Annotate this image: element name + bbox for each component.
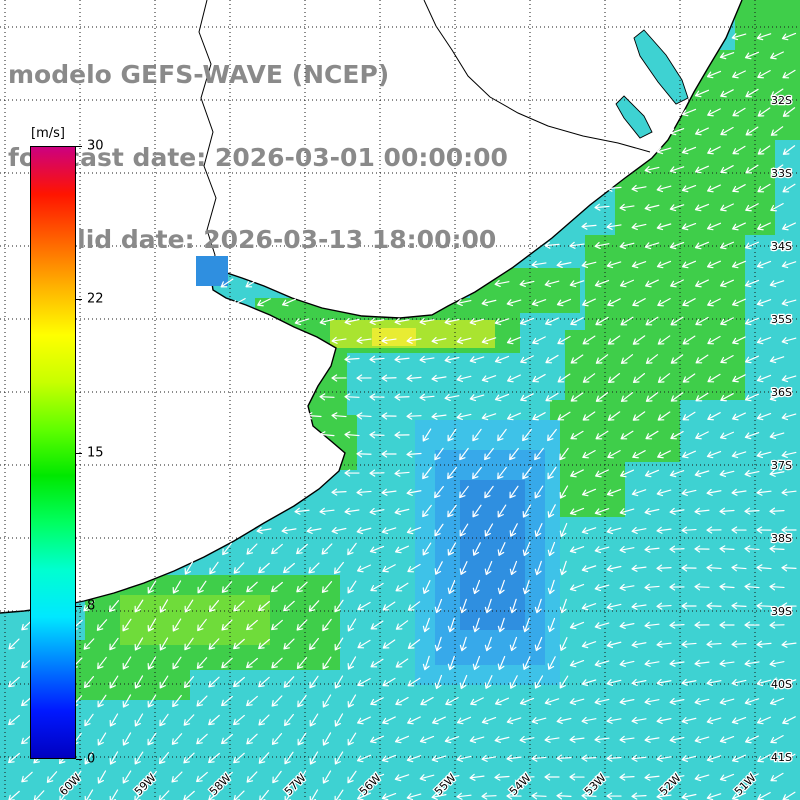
colorbar-tickmark: [76, 605, 82, 607]
colorbar-tick-30: 30: [87, 138, 104, 154]
colorbar: [m/s] 30 22 15 8 0: [30, 126, 104, 767]
colorbar-tickmark: [76, 299, 82, 301]
land-layer: [0, 0, 742, 613]
lat-label: 35S: [771, 313, 792, 326]
colorbar-tickmark: [76, 759, 82, 760]
lat-label: 39S: [771, 605, 792, 618]
lat-label: 41S: [771, 751, 792, 764]
colorbar-gradient: [30, 146, 76, 759]
lat-axis-labels: 32S 33S 34S 35S 36S 37S 38S 39S 40S 41S: [770, 93, 793, 766]
lat-label: 40S: [771, 678, 792, 691]
lat-label: 37S: [771, 459, 792, 472]
lat-label: 36S: [771, 386, 792, 399]
forecast-date: forecast date: 2026-03-01 00:00:00: [8, 142, 508, 172]
field-patch: [565, 330, 745, 400]
coastline: [0, 0, 743, 614]
river-line: [423, 0, 651, 153]
field-patch: [372, 328, 416, 346]
field-patch: [460, 480, 525, 630]
rivers-layer: [198, 0, 651, 273]
colorbar-tickmark: [76, 146, 82, 147]
colorbar-bar-outer: 30 22 15 8 0: [30, 139, 104, 767]
figure-header: modelo GEFS-WAVE (NCEP) forecast date: 2…: [8, 6, 508, 309]
colorbar-tick-8: 8: [87, 598, 96, 614]
river-line: [198, 0, 217, 273]
lat-label: 32S: [771, 94, 792, 107]
lat-label: 34S: [771, 240, 792, 253]
field-patch: [585, 235, 745, 330]
valid-date: valid date: 2026-03-13 18:00:00: [44, 225, 497, 254]
lat-label: 38S: [771, 532, 792, 545]
lagoon: [633, 29, 689, 105]
lagoons-layer: [615, 29, 689, 139]
colorbar-tick-22: 22: [87, 291, 104, 307]
field-patch: [735, 0, 800, 55]
field-patch: [196, 256, 228, 286]
lat-label: 33S: [771, 167, 792, 180]
colorbar-tickmark: [76, 452, 82, 454]
colorbar-unit-label: [m/s]: [31, 126, 65, 141]
colorbar-tick-15: 15: [87, 445, 104, 460]
colorbar-tick-0: 0: [87, 751, 96, 767]
overlay-patches: [196, 256, 228, 286]
field-patch: [120, 595, 270, 645]
field-patch: [60, 640, 190, 700]
wave-field-patches: [60, 0, 800, 700]
model-title: modelo GEFS-WAVE (NCEP): [8, 60, 390, 89]
lagoon: [615, 95, 653, 139]
